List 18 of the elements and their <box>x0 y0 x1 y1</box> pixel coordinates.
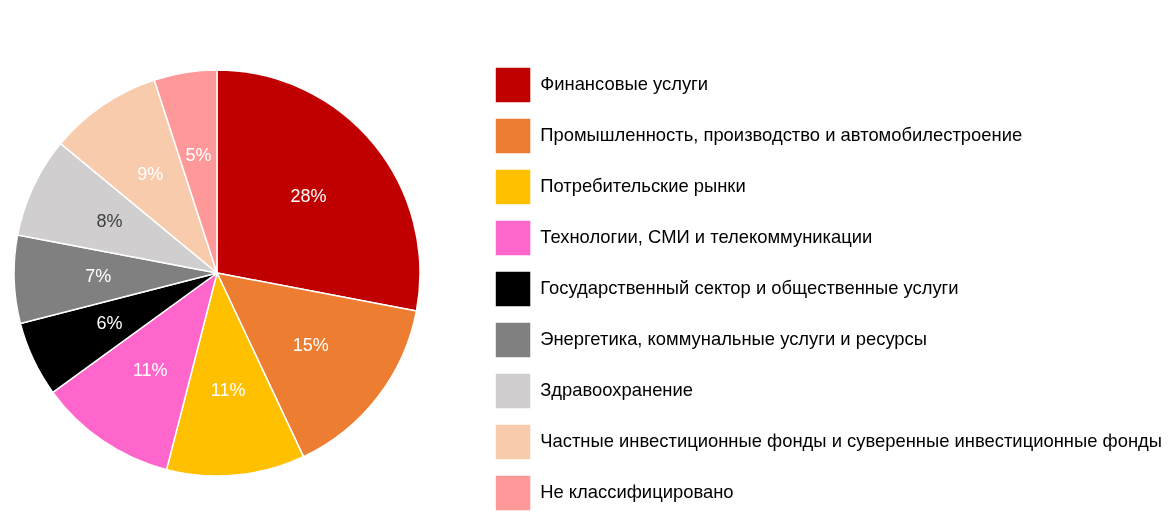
legend-label: Государственный сектор и общественные услуги <box>540 277 959 299</box>
data-label: 8% <box>96 211 123 232</box>
legend-label: Частные инвестиционные фонды и суверенные инвестиционные фонды <box>540 430 1163 452</box>
data-label: 11% <box>210 380 246 401</box>
legend-label: Здравоохранение <box>540 379 694 401</box>
legend-label: Энергетика, коммунальные услуги и ресурсы <box>540 328 928 350</box>
data-label: 7% <box>85 265 112 286</box>
data-label: 6% <box>96 312 123 333</box>
legend-label: Потребительские рынки <box>540 175 746 197</box>
data-label: 11% <box>132 360 168 381</box>
data-label: 15% <box>292 334 329 355</box>
legend-label: Промышленность, производство и автомобилестроение <box>540 124 1023 146</box>
legend-label: Технологии, СМИ и телекоммуникации <box>540 226 873 248</box>
data-label: 28% <box>290 186 327 207</box>
legend-label: Финансовые услуги <box>540 73 709 95</box>
data-label: 9% <box>137 163 164 184</box>
legend-label: Не классифицировано <box>540 481 734 503</box>
data-label: 5% <box>185 144 212 165</box>
